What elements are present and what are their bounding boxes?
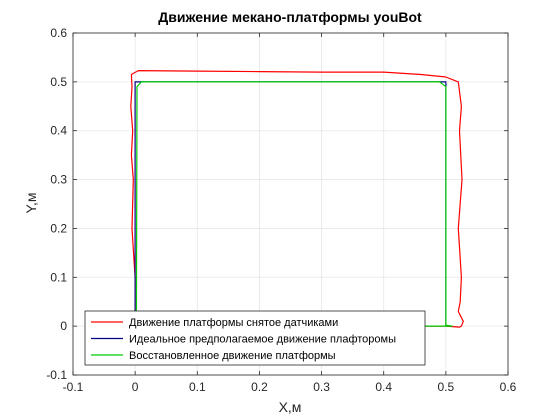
series-line-3	[135, 81, 453, 327]
y-tick-label: 0.1	[50, 270, 67, 284]
chart-title: Движение мекано-платформы youBot	[158, 9, 422, 25]
y-tick-label: 0.6	[50, 26, 67, 40]
x-tick-label: 0.1	[189, 380, 206, 394]
x-tick-label: 0.3	[313, 380, 330, 394]
series-line-1	[130, 69, 464, 328]
x-tick-label: 0.2	[251, 380, 268, 394]
plot-border	[72, 32, 509, 376]
legend-label: Восстановленное движение платформы	[129, 350, 336, 362]
legend-label: Движение платформы снятое датчиками	[129, 317, 338, 329]
legend-box	[84, 310, 426, 366]
x-tick-label: 0.4	[375, 380, 392, 394]
legend-label: Идеальное предполагаемое движение плафто…	[129, 334, 396, 346]
y-tick-label: 0.5	[50, 75, 67, 89]
x-tick-label: 0.6	[500, 380, 517, 394]
series-layer	[130, 69, 464, 328]
x-tick-label: 0.5	[438, 380, 455, 394]
ticks: -0.1 0 0.1 0.2 0.3 0.4 0.5 0.6 -0.1 0 0.1 0.2 0.3 0.4…	[46, 26, 516, 394]
y-axis-label: Y,м	[23, 192, 39, 213]
y-tick-label: 0.3	[50, 173, 67, 187]
x-tick-label: -0.1	[63, 380, 84, 394]
y-tick-label: 0.4	[50, 124, 67, 138]
y-tick-label: 0.2	[50, 221, 67, 235]
legend: Движение платформы снятое датчиками Идеал…	[84, 310, 426, 366]
x-axis-label: X,м	[279, 399, 302, 415]
x-tick-label: 0	[132, 380, 139, 394]
y-tick-label: -0.1	[46, 368, 67, 382]
y-tick-label: 0	[60, 319, 67, 333]
